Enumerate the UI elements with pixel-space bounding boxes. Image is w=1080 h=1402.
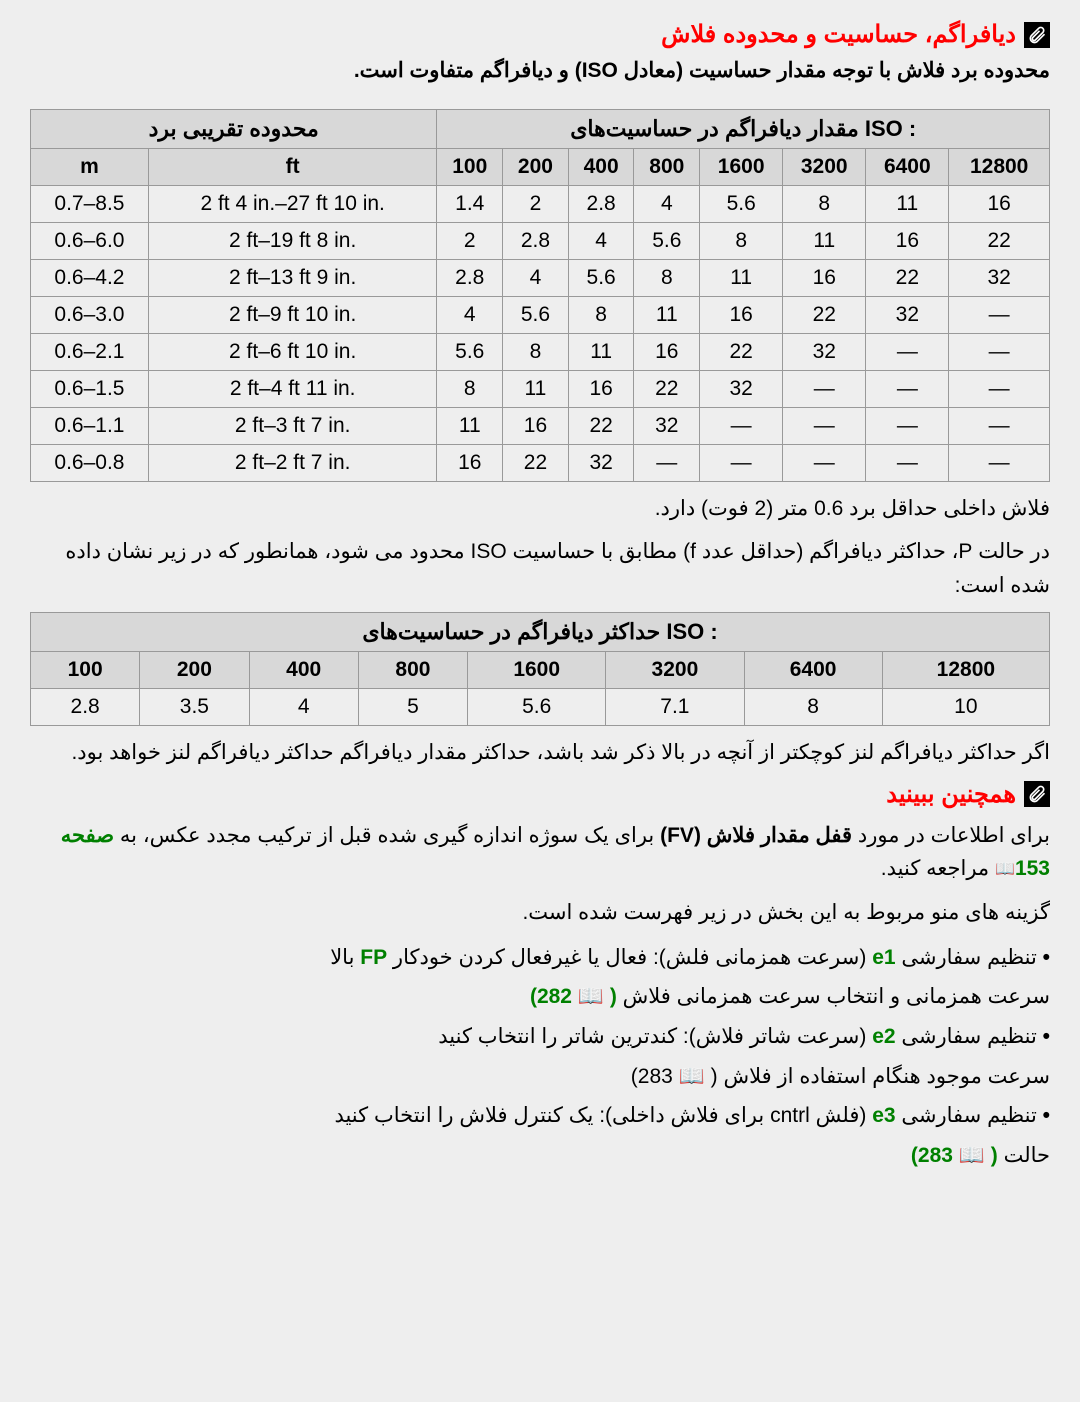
list-item: • تنظیم سفارشی e3 (فلش cntrl برای فلاش د… [30,1098,1050,1134]
table-row: 0.7–8.52 ft 4 in.–27 ft 10 in.1.422.845.… [31,185,1050,222]
menu-options-intro: گزینه های منو مربوط به این بخش در زیر فه… [30,896,1050,930]
table-row: 0.6–1.12 ft–3 ft 7 in.11162232———— [31,407,1050,444]
table-row: 0.6–0.82 ft–2 ft 7 in.162232————— [31,444,1050,481]
note-lens-max: اگر حداکثر دیافراگم لنز کوچکتر از آنچه د… [30,736,1050,770]
section-title-1: دیافراگم، حساسیت و محدوده فلاش [661,20,1016,49]
list-item: • تنظیم سفارشی e2 (سرعت شاتر فلاش): کندت… [30,1019,1050,1055]
paperclip-icon [1024,22,1050,48]
col-iso: 100 [31,652,140,689]
col-iso: 6400 [744,652,882,689]
max-aperture-table: حداکثر دیافراگم در حساسیت‌های ISO : 1002… [30,612,1050,726]
col-iso: 200 [503,148,569,185]
fv-lock-paragraph: برای اطلاعات در مورد قفل مقدار فلاش (FV)… [30,819,1050,886]
aperture-iso-range-table: محدوده تقریبی برد مقدار دیافراگم در حساس… [30,109,1050,482]
list-item-line2: سرعت موجود هنگام استفاده از فلاش ( 📖 283… [30,1059,1050,1095]
table1-header-iso: مقدار دیافراگم در حساسیت‌های ISO : [437,109,1050,148]
col-iso: 200 [140,652,249,689]
col-iso: 100 [437,148,503,185]
table-row: 0.6–3.02 ft–9 ft 10 in.45.6811162232— [31,296,1050,333]
note-min-range: فلاش داخلی حداقل برد 0.6 متر (2 فوت) دار… [30,492,1050,526]
col-m: m [31,148,149,185]
table-row: 0.6–1.52 ft–4 ft 11 in.811162232——— [31,370,1050,407]
col-iso: 3200 [606,652,744,689]
note-p-mode: در حالت P، حداکثر دیافراگم (حداقل عدد f)… [30,535,1050,602]
list-item-line2: سرعت همزمانی و انتخاب سرعت همزمانی فلاش … [30,979,1050,1015]
col-iso: 12800 [949,148,1050,185]
table2-header: حداکثر دیافراگم در حساسیت‌های ISO : [31,613,1050,652]
table1-header-range: محدوده تقریبی برد [31,109,437,148]
book-icon: 📖 [995,857,1015,883]
col-iso: 400 [568,148,634,185]
col-iso: 400 [249,652,358,689]
bullet-list: • تنظیم سفارشی e1 (سرعت همزمانی فلش): فع… [30,940,1050,1174]
col-ft: ft [148,148,437,185]
col-iso: 800 [358,652,467,689]
col-iso: 3200 [783,148,866,185]
col-iso: 12800 [882,652,1049,689]
table-row: 0.6–2.12 ft–6 ft 10 in.5.6811162232—— [31,333,1050,370]
table-row: 0.6–4.22 ft–13 ft 9 in.2.845.6811162232 [31,259,1050,296]
col-iso: 1600 [700,148,783,185]
col-iso: 6400 [866,148,949,185]
col-iso: 1600 [468,652,606,689]
table-row: 2.83.5455.67.1810 [31,689,1050,726]
intro-paragraph: محدوده برد فلاش با توجه مقدار حساسیت (مع… [30,55,1050,87]
table-row: 0.6–6.02 ft–19 ft 8 in.22.845.68111622 [31,222,1050,259]
list-item: • تنظیم سفارشی e1 (سرعت همزمانی فلش): فع… [30,940,1050,976]
paperclip-icon [1024,781,1050,807]
col-iso: 800 [634,148,700,185]
list-item-line2: حالت ( 📖 283) [30,1138,1050,1174]
section-title-2: همچنین ببینید [886,780,1016,809]
